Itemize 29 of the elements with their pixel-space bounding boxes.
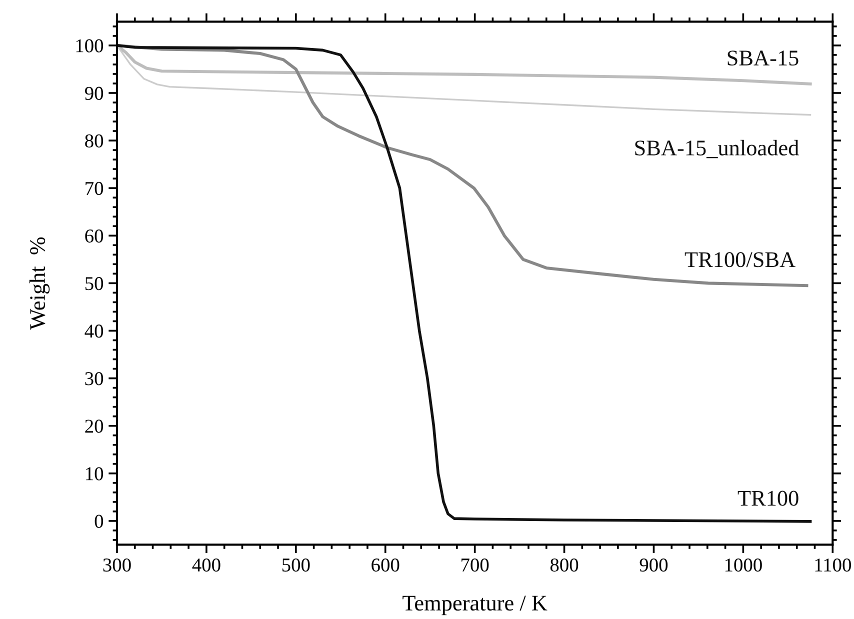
x-tick-label: 1000	[725, 558, 762, 572]
x-tick-label: 900	[640, 558, 668, 572]
y-tick-label: 100	[76, 39, 104, 52]
x-tick-label: 600	[372, 558, 400, 572]
x-axis-title: Temperature / K	[402, 596, 548, 616]
x-tick-label: 1100	[815, 558, 851, 572]
y-axis-title: Weight %	[29, 237, 50, 330]
y-tick-label: 0	[94, 514, 104, 528]
y-tick-label: 30	[85, 372, 104, 386]
y-tick-label: 50	[85, 277, 104, 290]
x-tick-label: 400	[192, 558, 220, 572]
line-series	[117, 44, 812, 523]
y-tick-label: 90	[84, 86, 104, 100]
series-label: TR100/SBA	[684, 252, 796, 268]
series-label: SBA-15	[728, 50, 798, 66]
y-tick-label: 20	[85, 420, 104, 433]
series-label: TR100	[738, 490, 798, 506]
x-tick-label: 800	[550, 558, 578, 572]
y-tick-label: 70	[86, 182, 104, 196]
line-series	[117, 44, 808, 288]
y-tick-label: 60	[85, 229, 104, 243]
x-tick-label: 500	[282, 558, 310, 572]
x-tick-label: 300	[103, 558, 131, 572]
line-series	[117, 44, 812, 116]
y-tick-label: 40	[84, 324, 104, 338]
x-tick-label: 700	[462, 558, 489, 572]
y-tick-label: 80	[85, 134, 104, 148]
series-label: SBA-15_unloaded	[635, 140, 799, 158]
y-tick-label: 10	[86, 467, 104, 480]
